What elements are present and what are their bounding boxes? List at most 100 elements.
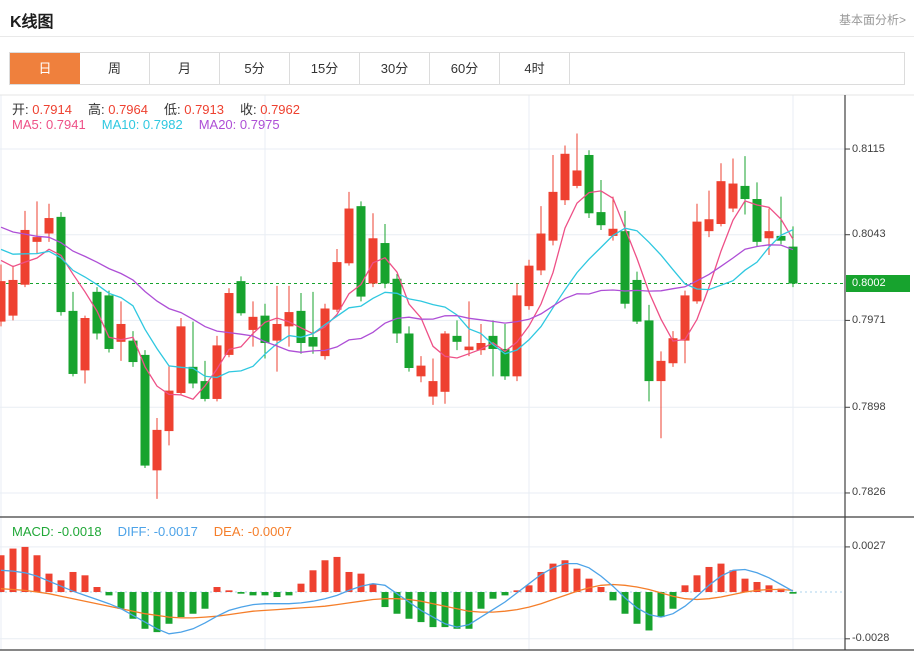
macd-bar-up <box>321 560 329 593</box>
macd-bar-down <box>501 592 509 596</box>
macd-bar-down <box>669 592 677 609</box>
candle-body-up <box>164 390 174 432</box>
candle-body-up <box>524 265 534 307</box>
macd-bar-up <box>585 578 593 593</box>
candle-body-down <box>452 335 462 342</box>
macd-bar-down <box>201 592 209 609</box>
macd-bar-down <box>105 592 113 596</box>
legend-ohlc-item-3: 收: 0.7962 <box>240 102 300 117</box>
tab-interval-3[interactable]: 5分 <box>220 53 290 84</box>
macd-bar-up <box>537 571 545 593</box>
tab-interval-0[interactable]: 日 <box>10 53 80 84</box>
macd-bar-down <box>657 592 665 618</box>
candle-body-up <box>512 295 522 377</box>
macd-bar-up <box>513 590 521 593</box>
macd-tick--0.0028: -0.0028 <box>852 632 890 645</box>
macd-bar-down <box>405 592 413 619</box>
macd-bar-up <box>345 571 353 593</box>
legend-ohlc-item-1: 高: 0.7964 <box>88 102 148 117</box>
candle-body-up <box>344 208 354 264</box>
candle-body-up <box>536 233 546 271</box>
tab-interval-2[interactable]: 月 <box>150 53 220 84</box>
title-divider <box>0 36 914 37</box>
tab-interval-5[interactable]: 30分 <box>360 53 430 84</box>
macd-bar-up <box>213 587 221 593</box>
candle-body-down <box>620 231 630 304</box>
candle-body-down <box>404 333 414 369</box>
candle-body-up <box>212 345 222 399</box>
macd-bar-up <box>777 588 785 593</box>
macd-bar-up <box>93 587 101 593</box>
macd-bar-up <box>45 573 53 593</box>
candle-body-up <box>692 221 702 302</box>
candle-body-down <box>308 337 318 347</box>
macd-bar-down <box>153 592 161 633</box>
candle-body-down <box>776 235 786 241</box>
candle-body-down <box>596 212 606 226</box>
macd-bar-up <box>225 590 233 593</box>
candle-body-down <box>500 348 510 377</box>
tab-interval-7[interactable]: 4时 <box>500 53 570 84</box>
macd-bar-down <box>177 592 185 618</box>
legend-ma-item-2: MA20: 0.7975 <box>198 117 280 132</box>
legend-ma-item-1: MA10: 0.7982 <box>101 117 183 132</box>
ma10-line <box>0 227 794 379</box>
macd-bar-down <box>429 592 437 628</box>
macd-bar-down <box>417 592 425 623</box>
price-tick-0.8043: 0.8043 <box>852 228 886 241</box>
candle-body-up <box>176 326 186 393</box>
macd-bar-down <box>273 592 281 598</box>
candle-body-down <box>380 243 390 284</box>
candle-body-up <box>416 365 426 377</box>
tab-interval-1[interactable]: 周 <box>80 53 150 84</box>
price-tick-0.7826: 0.7826 <box>852 486 886 499</box>
macd-bar-up <box>741 578 749 593</box>
candle-body-down <box>68 310 78 374</box>
macd-bar-down <box>645 592 653 631</box>
candle-body-up <box>728 183 738 209</box>
macd-bar-up <box>81 575 89 593</box>
candle-body-down <box>260 315 270 344</box>
tab-interval-4[interactable]: 15分 <box>290 53 360 84</box>
candle-body-down <box>584 154 594 214</box>
candle-body-down <box>296 310 306 344</box>
macd-tick-0.0027: 0.0027 <box>852 540 886 553</box>
fundamental-analysis-link[interactable]: 基本面分析> <box>838 13 906 27</box>
candle-body-up <box>284 312 294 327</box>
macd-bar-up <box>9 548 17 593</box>
candle-body-up <box>116 323 126 342</box>
macd-bar-down <box>285 592 293 596</box>
candle-body-up <box>428 381 438 397</box>
macd-bar-down <box>489 592 497 599</box>
candle-body-up <box>560 153 570 201</box>
candle-body-up <box>332 262 342 310</box>
legend-ohlc-item-2: 低: 0.7913 <box>164 102 224 117</box>
macd-bar-down <box>165 592 173 624</box>
macd-bar-down <box>381 592 389 608</box>
macd-bar-up <box>297 583 305 593</box>
candle-body-up <box>0 281 6 322</box>
ohlc-legend: 开: 0.7914 高: 0.7964 低: 0.7913 收: 0.7962 <box>12 99 316 118</box>
candle-body-up <box>608 228 618 236</box>
macd-bar-down <box>441 592 449 628</box>
candle-body-up <box>716 181 726 225</box>
candle-body-down <box>104 295 114 349</box>
macd-bar-up <box>573 568 581 593</box>
dea-line <box>0 583 794 619</box>
macd-bar-down <box>249 592 257 596</box>
macd-bar-down <box>609 592 617 601</box>
candle-body-up <box>668 338 678 364</box>
candle-body-up <box>656 360 666 382</box>
macd-bar-up <box>705 566 713 593</box>
macd-bar-up <box>693 575 701 593</box>
tab-interval-6[interactable]: 60分 <box>430 53 500 84</box>
macd-bar-up <box>0 555 5 593</box>
candle-body-down <box>140 354 150 466</box>
candle-body-up <box>704 219 714 232</box>
macd-bar-up <box>21 546 29 593</box>
legend-ohlc-item-0: 开: 0.7914 <box>12 102 72 117</box>
macd-bar-up <box>597 587 605 593</box>
candle-body-up <box>476 343 486 351</box>
